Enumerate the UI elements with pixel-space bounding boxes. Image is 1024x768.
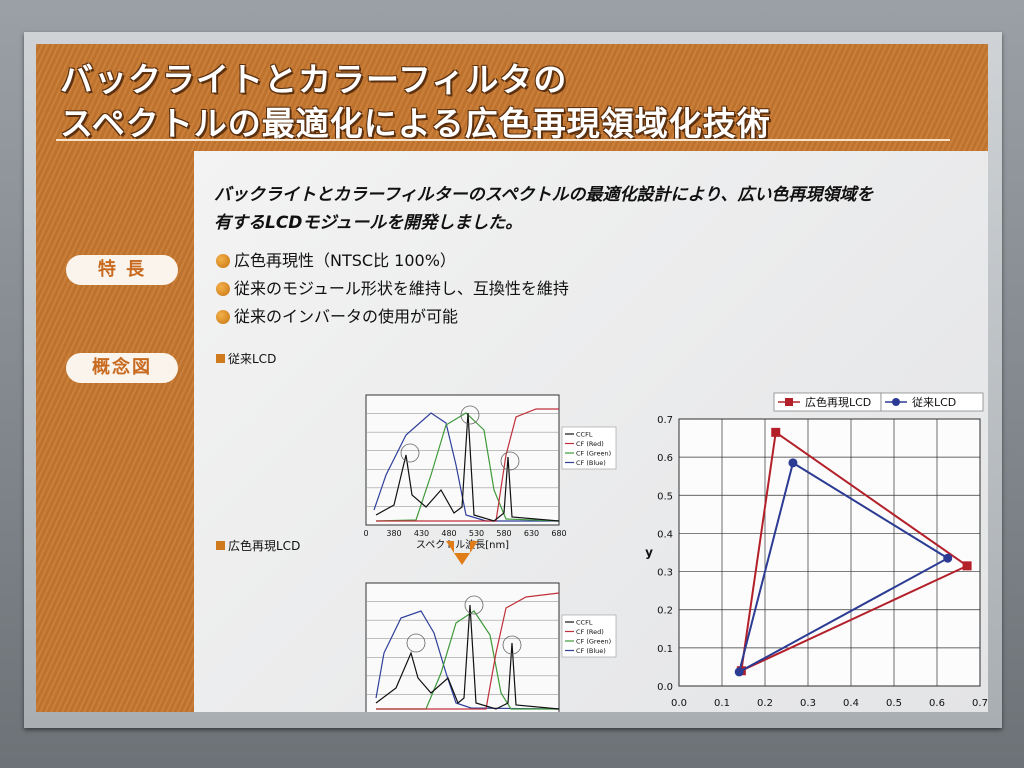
gamut-point-marker <box>771 427 781 437</box>
feature-item: 従来のインバータの使用が可能 <box>216 303 569 331</box>
spectrum-tick-label: 0 <box>363 529 368 538</box>
spectrum-tick-label: 380 <box>386 529 401 538</box>
gamut-point-marker <box>788 458 798 468</box>
feature-text: 従来のインバータの使用が可能 <box>234 307 459 326</box>
spectrum-top-label: 従来LCD <box>216 350 276 367</box>
title-line-1: バックライトとカラーフィルタの <box>60 60 568 99</box>
title-divider <box>56 139 950 141</box>
gamut-chart: 0.0 0.1 0.2 0.3 0.4 0.5 0.6 0.7 0.0 0.1 0.2 0.3 0.4 0… <box>645 392 988 709</box>
spectrum-line-cf-blue <box>375 610 560 710</box>
spectrum-line-cf-red <box>376 408 559 522</box>
gamut-legend-label: 広色再現LCD <box>805 395 871 409</box>
peak-highlight-circle <box>400 443 420 463</box>
gamut-point-marker <box>943 553 953 563</box>
feature-item: 広色再現性（NTSC比 100%） <box>216 247 569 275</box>
spectrum-tick-label: 480 <box>441 529 456 538</box>
spectrum-legend-label: CF (Green) <box>576 450 611 458</box>
bullet-dot-icon <box>216 254 230 268</box>
spectrum-line-ccfl <box>375 412 560 522</box>
gamut-point-marker <box>962 561 972 571</box>
gamut-x-tick-label: 0.6 <box>929 698 945 709</box>
bullet-dot-icon <box>216 282 230 296</box>
peak-highlight-circle <box>460 405 480 425</box>
gamut-legend-label: 従来LCD <box>912 396 956 409</box>
peak-highlight-circle <box>464 595 484 615</box>
spectrum-tick-label: 630 <box>524 529 539 538</box>
spectrum-tick-label: 430 <box>414 529 429 538</box>
lead-line-1: バックライトとカラーフィルターのスペクトルの最適化設計により、広い色再現領域を <box>214 185 874 205</box>
feature-text: 広色再現性（NTSC比 100%） <box>234 251 456 270</box>
gamut-y-tick-label: 0.4 <box>657 529 673 540</box>
gamut-plot-area <box>678 418 981 687</box>
gamut-y-tick-label: 0.7 <box>657 415 673 426</box>
gamut-y-tick-label: 0.2 <box>657 606 673 617</box>
features-section-label: 特 長 <box>66 255 178 285</box>
gamut-y-tick-label: 0.5 <box>657 491 673 502</box>
spectrum-legend-label: CF (Red) <box>576 440 604 448</box>
spectrum-tick-label: 530 <box>469 529 484 538</box>
peak-highlight-circle <box>500 451 520 471</box>
spectrum-plot: 0380430480530580630680スペクトル波長[nm]CCFLCF … <box>365 582 617 712</box>
gamut-x-tick-label: 0.4 <box>843 698 859 709</box>
gamut-y-tick-label: 0.6 <box>657 453 673 464</box>
spectrum-line-cf-green <box>375 412 560 522</box>
gamut-y-tick-label: 0.0 <box>657 682 673 693</box>
content-panel: バックライトとカラーフィルターのスペクトルの最適化設計により、広い色再現領域を … <box>194 151 988 712</box>
gamut-x-tick-label: 0.1 <box>714 698 730 709</box>
spectrum-tick-label: 580 <box>496 529 511 538</box>
spectrum-axis-label: スペクトル波長[nm] <box>416 538 509 551</box>
spectrum-line-cf-blue <box>373 412 559 522</box>
peak-highlight-circle <box>406 633 426 653</box>
lead-text: バックライトとカラーフィルターのスペクトルの最適化設計により、広い色再現領域を … <box>214 181 873 237</box>
gamut-triangle-line <box>737 461 950 674</box>
lead-line-2: 有するLCDモジュールを開発しました。 <box>214 213 523 233</box>
down-arrow-icon <box>446 541 478 565</box>
poster-title: バックライトとカラーフィルタの スペクトルの最適化による広色再現領域化技術 <box>60 58 771 146</box>
gamut-legend-box <box>880 392 984 412</box>
spectrum-legend-label: CF (Blue) <box>576 459 606 467</box>
spectrum-tick-label: 680 <box>551 529 566 538</box>
gamut-triangle-line <box>740 430 970 673</box>
feature-text: 従来のモジュール形状を維持し、互換性を維持 <box>234 279 569 298</box>
spectrum-legend-label: CF (Red) <box>576 628 604 636</box>
spectrum-legend-label: CCFL <box>576 431 593 439</box>
gamut-x-tick-label: 0.5 <box>886 698 902 709</box>
spectrum-bottom-label: 広色再現LCD <box>216 537 300 554</box>
gamut-legend-marker <box>785 398 793 406</box>
feature-item: 従来のモジュール形状を維持し、互換性を維持 <box>216 275 569 303</box>
gamut-legend-marker <box>892 398 900 406</box>
square-bullet-icon <box>216 354 225 363</box>
gamut-y-tick-label: 0.1 <box>657 644 673 655</box>
spectrum-line-ccfl <box>375 604 560 710</box>
concept-section-label: 概念図 <box>66 353 178 383</box>
spectrum-legend-label: CF (Green) <box>576 638 611 646</box>
gamut-y-axis-label: y <box>645 546 653 560</box>
peak-highlight-circle <box>502 635 522 655</box>
gamut-x-tick-label: 0.3 <box>800 698 816 709</box>
bullet-dot-icon <box>216 310 230 324</box>
poster-board: バックライトとカラーフィルタの スペクトルの最適化による広色再現領域化技術 特 … <box>36 44 988 712</box>
spectrum-legend-label: CF (Blue) <box>576 647 606 655</box>
spectrum-legend-label: CCFL <box>576 619 593 627</box>
spectrum-line-cf-red <box>376 592 560 710</box>
gamut-x-tick-label: 0.0 <box>671 698 687 709</box>
gamut-point-marker <box>734 667 744 677</box>
spectrum-plot-area <box>365 582 560 712</box>
feature-list: 広色再現性（NTSC比 100%） 従来のモジュール形状を維持し、互換性を維持 … <box>216 247 569 331</box>
gamut-x-tick-label: 0.7 <box>972 698 988 709</box>
gamut-x-tick-label: 0.2 <box>757 698 773 709</box>
spectrum-figures: 0 380 430 480 530 580 630 680スペクトル波長[nm]CCFLCF … <box>363 394 617 712</box>
square-bullet-icon <box>216 541 225 550</box>
gamut-y-tick-label: 0.3 <box>657 568 673 579</box>
title-line-2: スペクトルの最適化による広色再現領域化技術 <box>60 104 771 143</box>
